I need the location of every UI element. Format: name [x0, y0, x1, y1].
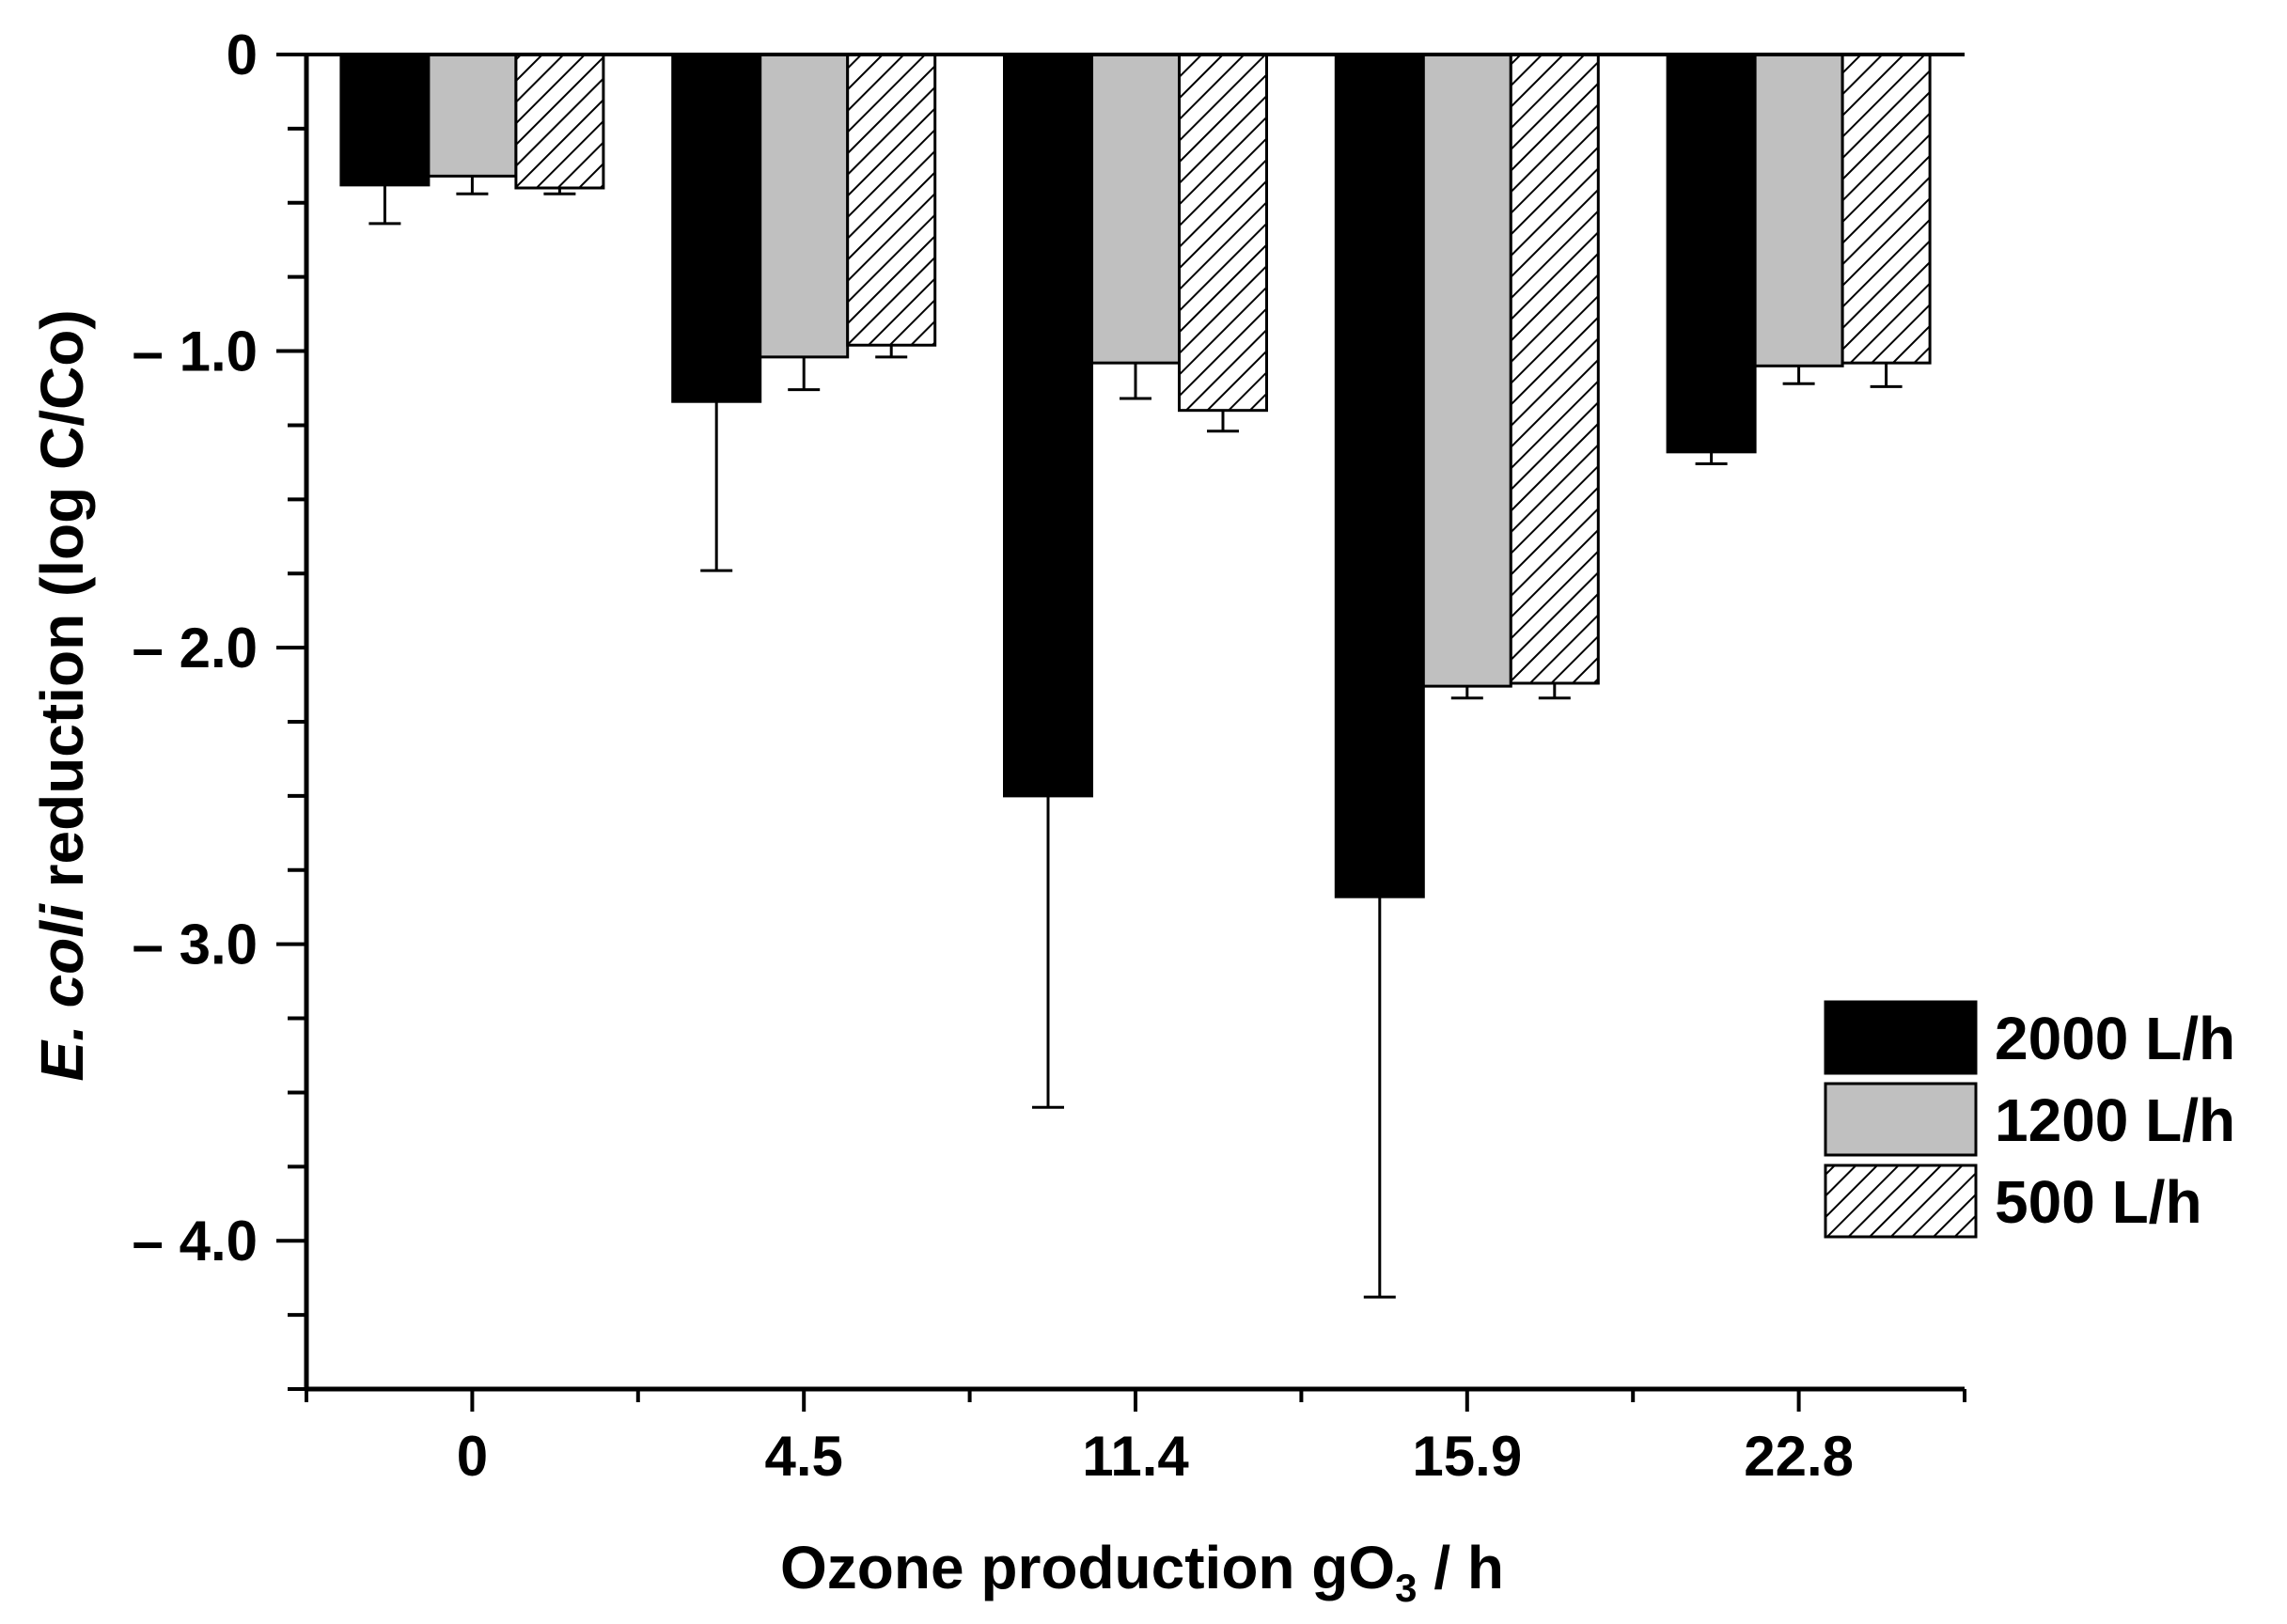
legend-swatch-1200 L/h: [1824, 1082, 1978, 1157]
bar-22.8-500 L/h: [1841, 53, 1932, 365]
legend-label: 2000 L/h: [1995, 1005, 2235, 1072]
x-axis-title-tail: / h: [1418, 1534, 1504, 1601]
bar-22.8-2000 L/h: [1666, 53, 1757, 454]
y-tick-label: – 3.0: [133, 914, 258, 976]
x-tick-label: 11.4: [1082, 1425, 1189, 1488]
bar-0-500 L/h: [514, 53, 605, 190]
bar-11.4-1200 L/h: [1090, 53, 1181, 365]
bar-11.4-500 L/h: [1178, 53, 1268, 413]
legend-label: 1200 L/h: [1995, 1086, 2235, 1154]
y-axis-title-italic: E. coli: [28, 903, 96, 1082]
bar-0-1200 L/h: [427, 53, 518, 178]
tick-labels-group: 0 – 1.0 – 2.0 – 3.0 – 4.0 0 4.5 11.4 15.9 22.8: [133, 23, 1854, 1488]
bar-22.8-1200 L/h: [1753, 53, 1844, 367]
bar-15.9-500 L/h: [1509, 53, 1600, 685]
bars-group: [339, 53, 1932, 898]
x-tick-label: 4.5: [764, 1425, 842, 1488]
legend-swatch-2000 L/h: [1824, 1000, 1978, 1075]
y-tick-label: – 2.0: [133, 617, 258, 679]
x-axis-title-subscript: 3: [1395, 1566, 1417, 1610]
bar-4.5-2000 L/h: [671, 53, 762, 403]
x-tick-label: 22.8: [1744, 1425, 1854, 1488]
bar-4.5-1200 L/h: [759, 53, 850, 359]
legend-label: 500 L/h: [1995, 1168, 2202, 1236]
x-tick-label: 15.9: [1412, 1425, 1522, 1488]
bar-11.4-2000 L/h: [1003, 53, 1093, 798]
bar-15.9-1200 L/h: [1421, 53, 1512, 688]
y-tick-label: 0: [227, 23, 258, 86]
x-tick-label: 0: [457, 1425, 488, 1488]
y-tick-label: – 4.0: [133, 1210, 258, 1273]
y-tick-label: – 1.0: [133, 320, 258, 383]
bar-15.9-2000 L/h: [1334, 53, 1425, 898]
legend: 2000 L/h 1200 L/h 500 L/h: [1824, 1000, 2235, 1239]
bar-0-2000 L/h: [339, 53, 431, 187]
bar-4.5-500 L/h: [846, 53, 937, 347]
y-axis-title-rest: reduction (log C/Co): [28, 309, 96, 904]
axes-group: [276, 53, 1966, 1412]
legend-swatch-500 L/h: [1824, 1163, 1978, 1239]
error-bars-group: [368, 176, 1903, 1299]
y-axis-title: E. coli reduction (log C/Co): [28, 309, 96, 1081]
x-axis-title: Ozone production gO3 / h: [780, 1534, 1504, 1610]
x-axis-title-main: Ozone production gO: [780, 1534, 1395, 1601]
